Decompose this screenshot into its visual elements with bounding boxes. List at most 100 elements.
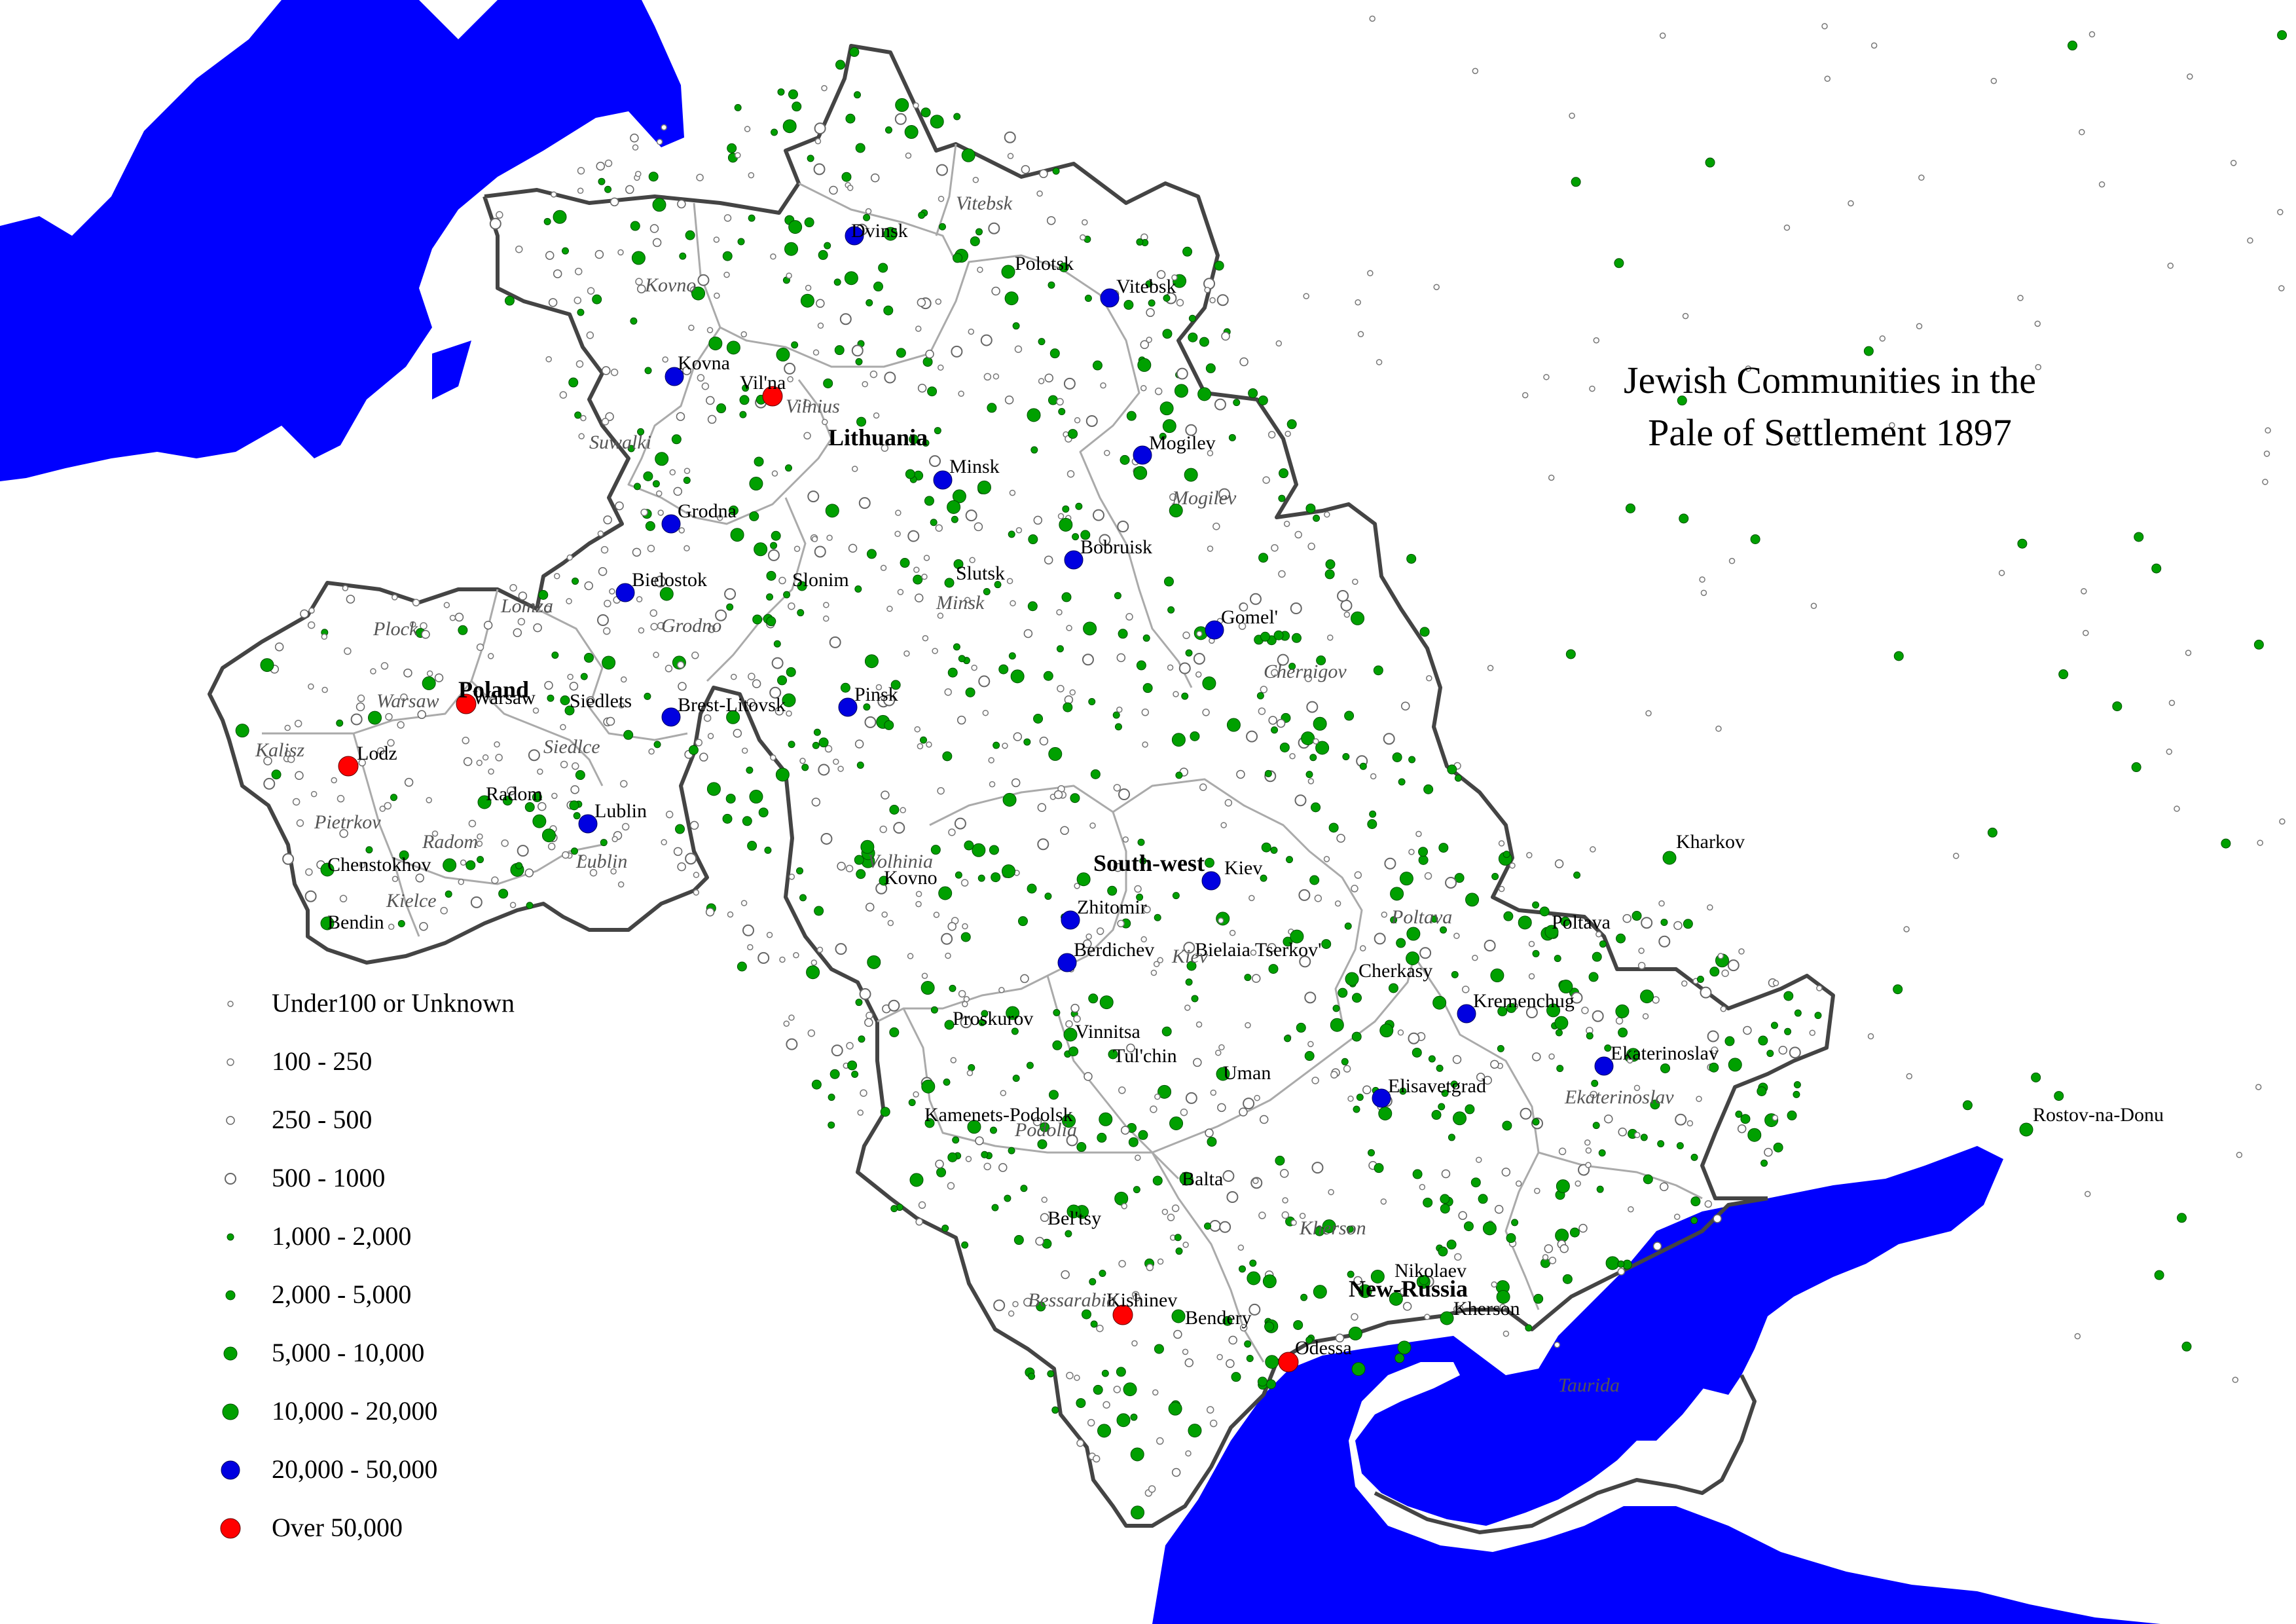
community-dot <box>1673 921 1683 931</box>
community-dot <box>1700 986 1712 999</box>
community-dot <box>370 668 376 674</box>
community-dot <box>1116 1367 1126 1377</box>
community-dot <box>1586 1032 1594 1040</box>
community-dot <box>767 549 780 561</box>
community-dot <box>981 1010 989 1018</box>
community-dot <box>725 794 736 804</box>
community-dot <box>845 864 854 873</box>
community-dot <box>1010 600 1016 606</box>
province-label: Grodno <box>661 615 721 637</box>
community-dot <box>788 602 795 610</box>
community-dot <box>1720 1005 1727 1012</box>
community-dot <box>1279 1169 1289 1178</box>
community-dot <box>310 790 318 798</box>
community-dot <box>813 163 826 175</box>
community-dot <box>1987 827 1997 838</box>
community-dot <box>1643 1174 1653 1185</box>
community-dot <box>1114 592 1121 600</box>
community-dot <box>989 781 996 788</box>
community-dot <box>1424 1314 1430 1320</box>
community-dot <box>1303 293 1309 299</box>
community-dot <box>2081 588 2087 595</box>
community-dot <box>1072 533 1080 541</box>
community-dot <box>938 195 945 202</box>
community-dot <box>355 702 365 712</box>
community-dot <box>814 906 824 916</box>
community-dot <box>949 984 957 992</box>
community-dot <box>1226 718 1241 732</box>
community-dot <box>1120 454 1130 465</box>
community-dot <box>1228 434 1236 441</box>
community-dot <box>1184 1358 1194 1367</box>
community-dot <box>1100 382 1106 389</box>
community-dot <box>774 707 784 716</box>
community-dot <box>991 286 1000 296</box>
community-dot <box>1252 1177 1259 1185</box>
community-dot <box>786 272 792 279</box>
community-dot <box>2084 1190 2091 1198</box>
community-dot <box>1642 1013 1649 1020</box>
community-dot <box>304 890 317 902</box>
community-dot <box>787 376 793 382</box>
community-dot <box>1286 419 1297 430</box>
community-dot <box>1134 885 1142 893</box>
community-dot <box>823 378 833 388</box>
community-dot <box>1879 335 1886 342</box>
community-dot <box>854 739 864 748</box>
community-dot <box>601 366 611 375</box>
community-dot <box>1239 357 1248 367</box>
community-dot <box>962 923 968 930</box>
community-dot <box>458 879 465 885</box>
community-dot <box>489 697 497 705</box>
province-label: Vilnius <box>786 396 840 417</box>
community-dot <box>379 805 386 812</box>
community-dot <box>517 618 526 626</box>
community-dot <box>1554 955 1561 963</box>
community-dot <box>1618 1127 1628 1137</box>
community-dot <box>1721 969 1729 977</box>
community-dot <box>518 591 528 600</box>
community-dot <box>1764 1147 1773 1157</box>
community-dot <box>1188 314 1196 322</box>
city-label: Slutsk <box>956 563 1005 584</box>
community-dot <box>1126 1043 1135 1053</box>
city-marker <box>1064 550 1084 570</box>
community-dot <box>1351 885 1358 893</box>
community-dot <box>1419 627 1430 637</box>
community-dot <box>454 612 464 622</box>
community-dot <box>823 602 829 608</box>
community-dot <box>574 296 582 304</box>
community-dot <box>1571 177 1581 187</box>
community-dot <box>913 566 920 573</box>
community-dot <box>1522 392 1529 399</box>
community-dot <box>851 1070 859 1078</box>
community-dot <box>1268 716 1277 725</box>
community-dot <box>1452 1055 1462 1064</box>
community-dot <box>683 545 690 552</box>
community-dot <box>1304 1051 1315 1061</box>
community-dot <box>1265 1355 1279 1369</box>
community-dot <box>972 177 979 183</box>
community-dot <box>991 1204 999 1211</box>
community-dot <box>2255 1084 2262 1090</box>
community-dot <box>1783 224 1791 231</box>
city-marker <box>1440 1311 1454 1325</box>
community-dot <box>1618 1027 1628 1038</box>
community-dot <box>1142 683 1153 693</box>
community-dot <box>1520 1107 1532 1120</box>
community-dot <box>1260 631 1271 642</box>
community-dot <box>1146 337 1152 343</box>
community-dot <box>644 367 652 375</box>
city-label: Lodz <box>357 743 397 764</box>
community-dot <box>859 988 871 1001</box>
community-dot <box>2074 1333 2081 1340</box>
community-dot <box>1304 674 1313 682</box>
community-dot <box>941 1225 949 1232</box>
community-dot <box>1810 602 1817 610</box>
community-dot <box>993 373 1000 380</box>
community-dot <box>1048 747 1063 761</box>
legend-label: 1,000 - 2,000 <box>272 1221 411 1251</box>
province-label: Kiev <box>1171 946 1209 967</box>
community-dot <box>930 519 938 526</box>
community-dot <box>1406 927 1421 941</box>
